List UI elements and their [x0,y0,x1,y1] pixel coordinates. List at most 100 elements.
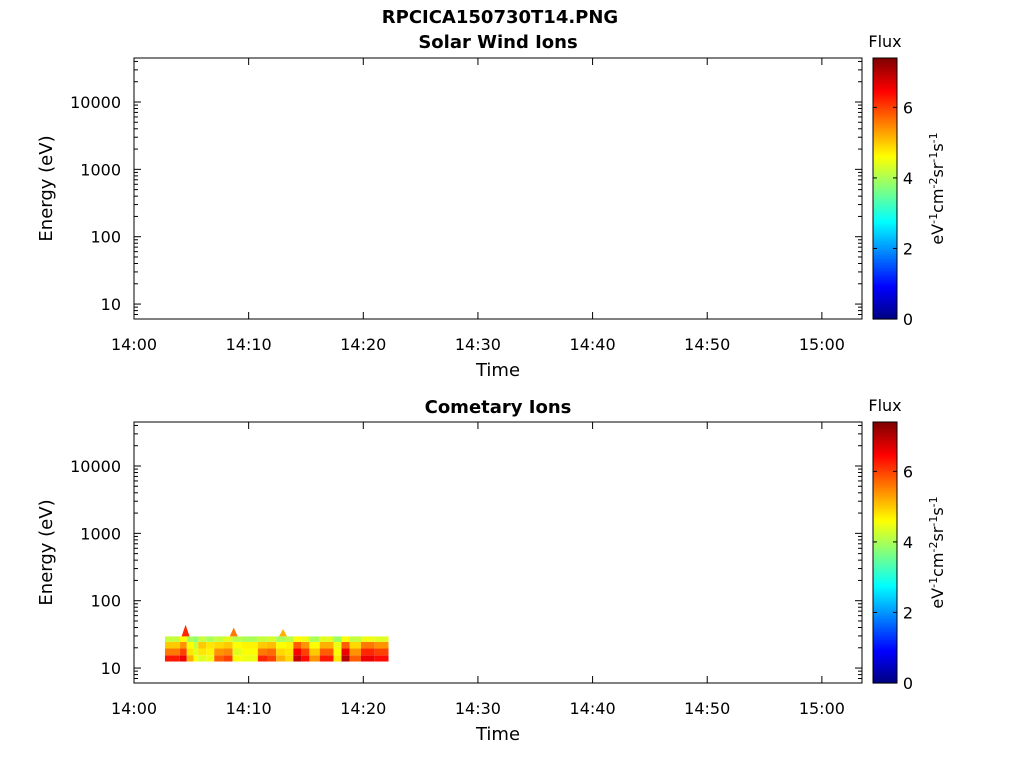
colorbar-cell [873,155,897,159]
colorbar-cell [873,286,897,290]
colorbar-cell [873,292,897,296]
colorbar-cell [873,661,897,665]
x-tick-label: 15:00 [799,699,845,718]
colorbar-cell [873,613,897,617]
colorbar-cell [873,632,897,636]
colorbar-cell [873,472,897,475]
colorbar-cell [873,260,897,264]
colorbar-cell [873,168,897,172]
heatmap-cell [241,648,258,656]
colorbar-cell [873,545,897,549]
colorbar-cell [873,238,897,242]
colorbar-cell [873,480,897,484]
colorbar-cell [873,223,897,227]
colorbar-tick-label: 0 [903,674,913,693]
colorbar-cell [873,177,897,181]
colorbar-cell [873,253,897,257]
heatmap-cell [276,648,286,656]
colorbar-cell [873,585,897,588]
heatmap-cell [374,641,389,649]
heatmap-cell [186,655,194,662]
heatmap-cell [360,641,375,649]
plot-frame [133,57,863,320]
colorbar-cell [873,190,897,194]
unit-part: -1 [927,132,940,143]
heatmap-cell [179,655,187,662]
colorbar-cell [873,578,897,582]
colorbar-tick-label: 2 [903,239,913,258]
colorbar-cell [873,559,897,562]
heatmap-cell [206,641,215,649]
colorbar-cell [873,628,897,632]
colorbar-cell [873,88,897,92]
colorbar-cell [873,71,897,74]
colorbar-cell [873,424,897,427]
x-tick-label: 14:30 [455,699,501,718]
heatmap-cell [319,641,334,649]
colorbar-cell [873,164,897,168]
panel-1: Solar Wind Ions 10 100 1000 10000 14:00 14:10 1… [36,32,947,381]
colorbar-cell [873,251,897,255]
colorbar-cell [873,435,897,438]
colorbar-tick-label: 4 [903,169,913,188]
colorbar-cell [873,84,897,87]
colorbar-cell [873,92,897,96]
colorbar-cell [873,229,897,233]
heatmap-cell [193,655,199,662]
colorbar-cell [873,140,897,144]
unit-part: -2 [927,178,940,189]
heatmap-cell [276,655,286,662]
colorbar-cell [873,517,897,521]
colorbar-cell [873,445,897,449]
colorbar-cell [873,245,897,248]
colorbar-cell [873,556,897,560]
heatmap-cell [309,648,320,656]
colorbar-cell [873,443,897,447]
heatmap-cell [309,655,320,662]
colorbar-cell [873,308,897,311]
heatmap-cell [266,655,277,662]
unit-part: -1 [927,152,940,163]
colorbar-cell [873,149,897,153]
colorbar-cell [873,136,897,140]
colorbar-tick-label: 6 [903,98,913,117]
x-tick-label: 14:00 [111,335,157,354]
heatmap-cell [198,636,207,642]
heatmap-cell [309,641,320,649]
colorbar-title: Flux [868,396,901,415]
colorbar-cell [873,513,897,517]
heatmap-cell [341,641,350,649]
heatmap-cell [214,648,224,656]
colorbar-cell [873,147,897,150]
colorbar-cell [873,678,897,682]
colorbar-cell [873,116,897,120]
unit-part: -1 [927,577,940,588]
heatmap-cell [266,648,277,656]
colorbar-cell [873,528,897,532]
colorbar-cell [873,240,897,244]
heatmap-cell [241,655,258,662]
heatmap-cell [232,655,242,662]
heatmap-cell [198,655,207,662]
colorbar-cell [873,195,897,198]
colorbar-cell [873,676,897,680]
colorbar-title: Flux [868,32,901,51]
colorbar-cell [873,502,897,506]
colorbar-cell [873,60,897,63]
colorbar-cell [873,158,897,161]
colorbar-cell [873,572,897,575]
heatmap-cell [349,636,361,642]
colorbar-cell [873,602,897,606]
plot-frame [133,421,863,684]
heatmap-cell [276,641,286,649]
colorbar-cell [873,448,897,451]
colorbar-cell [873,467,897,471]
colorbar-cell [873,582,897,586]
colorbar-cell [873,242,897,246]
colorbar-cell [873,266,897,270]
colorbar-cell [873,437,897,440]
x-tick-label: 14:20 [340,335,386,354]
colorbar-cell [873,624,897,628]
colorbar-cell [873,430,897,434]
colorbar-cell [873,114,897,118]
